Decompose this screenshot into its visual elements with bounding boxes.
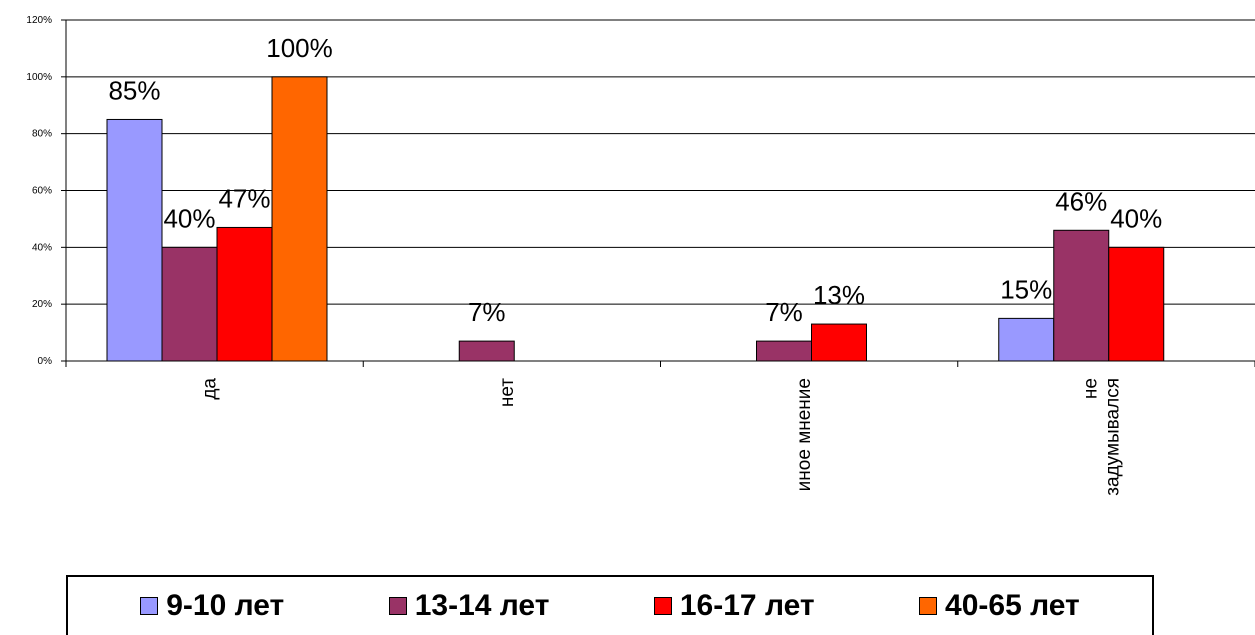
legend-item: 9-10 лет: [140, 589, 284, 623]
category-label: да: [200, 378, 221, 400]
legend-item: 16-17 лет: [653, 589, 815, 623]
bar: [811, 323, 867, 362]
data-label: 40%: [163, 203, 215, 233]
bar: [458, 340, 515, 362]
bar: [998, 317, 1055, 362]
data-label: 40%: [1110, 203, 1162, 233]
legend: 9-10 лет 13-14 лет 16-17 лет 40-65 лет: [66, 575, 1154, 635]
legend-swatch: [388, 597, 407, 615]
data-label: 47%: [218, 183, 270, 213]
legend-label: 16-17 лет: [679, 589, 815, 622]
bar: [756, 340, 812, 362]
data-label: 7%: [765, 297, 803, 327]
data-labels: 85%40%47%100%7% 7%13% 15%46%40%: [108, 33, 1162, 327]
bar: [106, 118, 163, 362]
data-label: 13%: [813, 280, 865, 310]
y-tick-label: 80%: [32, 129, 52, 140]
data-label: 7%: [468, 297, 506, 327]
legend-label: 40-65 лет: [945, 589, 1080, 622]
category-label: нет: [497, 378, 518, 407]
y-tick-label: 0%: [38, 356, 53, 367]
bar: [1053, 229, 1110, 362]
bar: [216, 226, 273, 362]
category-label-line: задумывался: [1102, 378, 1123, 496]
legend-label: 9-10 лет: [166, 589, 285, 622]
bar: [1108, 246, 1165, 362]
category-labels: да нет иное мнение не задумывался: [200, 378, 1124, 496]
bars: [106, 76, 1165, 362]
category-label: не задумывался: [1080, 378, 1123, 496]
category-label: иное мнение: [794, 378, 815, 491]
data-label: 46%: [1055, 186, 1107, 216]
y-axis-ticks: 0% 20% 40% 60% 80% 100% 120%: [26, 15, 66, 367]
bar: [271, 76, 328, 362]
y-tick-label: 40%: [32, 242, 52, 253]
category-label-line: да: [200, 378, 221, 400]
y-tick-label: 60%: [32, 186, 52, 197]
data-label: 85%: [108, 75, 160, 105]
legend-label: 13-14 лет: [414, 589, 550, 622]
y-tick-label: 20%: [32, 299, 52, 310]
data-label: 100%: [266, 33, 333, 63]
legend-swatch: [919, 597, 938, 615]
category-label-line: нет: [497, 378, 518, 407]
y-tick-label: 100%: [26, 72, 52, 83]
y-tick-label: 120%: [26, 15, 52, 26]
legend-item: 13-14 лет: [388, 589, 550, 623]
category-label-line: не: [1080, 378, 1101, 399]
bar-chart: 0%20%40%60%80%100%120% 85%40%47%100%7% 7%…: [26, 15, 1255, 496]
data-label: 15%: [1000, 274, 1052, 304]
bar: [161, 246, 218, 362]
legend-swatch: [140, 597, 159, 615]
legend-item: 40-65 лет: [919, 589, 1080, 623]
legend-swatch: [653, 597, 672, 615]
category-label-line: иное мнение: [794, 378, 815, 491]
x-axis-ticks: [65, 361, 1255, 367]
